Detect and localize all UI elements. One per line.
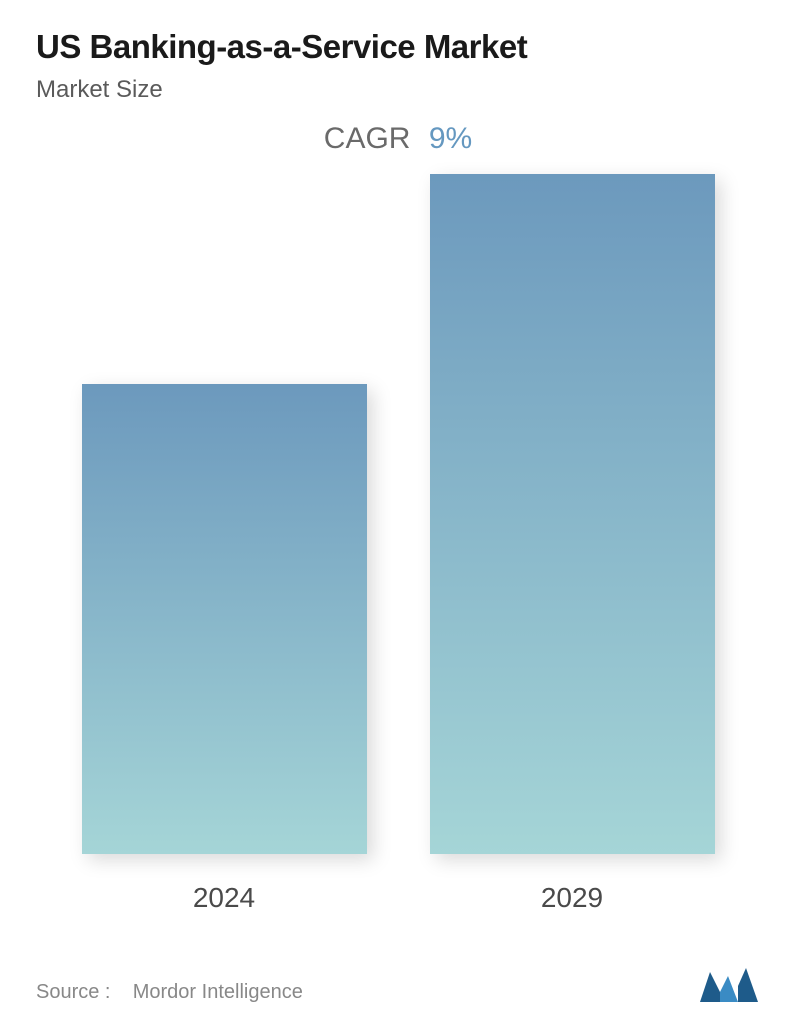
page-subtitle: Market Size: [36, 76, 760, 104]
bar-chart: 2024 2029: [0, 200, 796, 914]
bar-label-2029: 2029: [541, 882, 603, 914]
source-label: Source :: [36, 981, 110, 1003]
page-title: US Banking-as-a-Service Market: [36, 28, 760, 66]
footer: Source : Mordor Intelligence: [36, 964, 760, 1004]
bar-group-2029: 2029: [430, 174, 715, 914]
mordor-logo-icon: [698, 964, 760, 1004]
header: US Banking-as-a-Service Market Market Si…: [0, 0, 796, 156]
source-text: Source : Mordor Intelligence: [36, 981, 303, 1004]
bar-label-2024: 2024: [193, 882, 255, 914]
cagr-label: CAGR: [324, 122, 411, 155]
cagr-value: 9%: [429, 122, 472, 155]
bar-2029: [430, 174, 715, 854]
source-name: Mordor Intelligence: [133, 981, 303, 1003]
bar-group-2024: 2024: [82, 384, 367, 914]
cagr-row: CAGR 9%: [36, 122, 760, 156]
bar-2024: [82, 384, 367, 854]
